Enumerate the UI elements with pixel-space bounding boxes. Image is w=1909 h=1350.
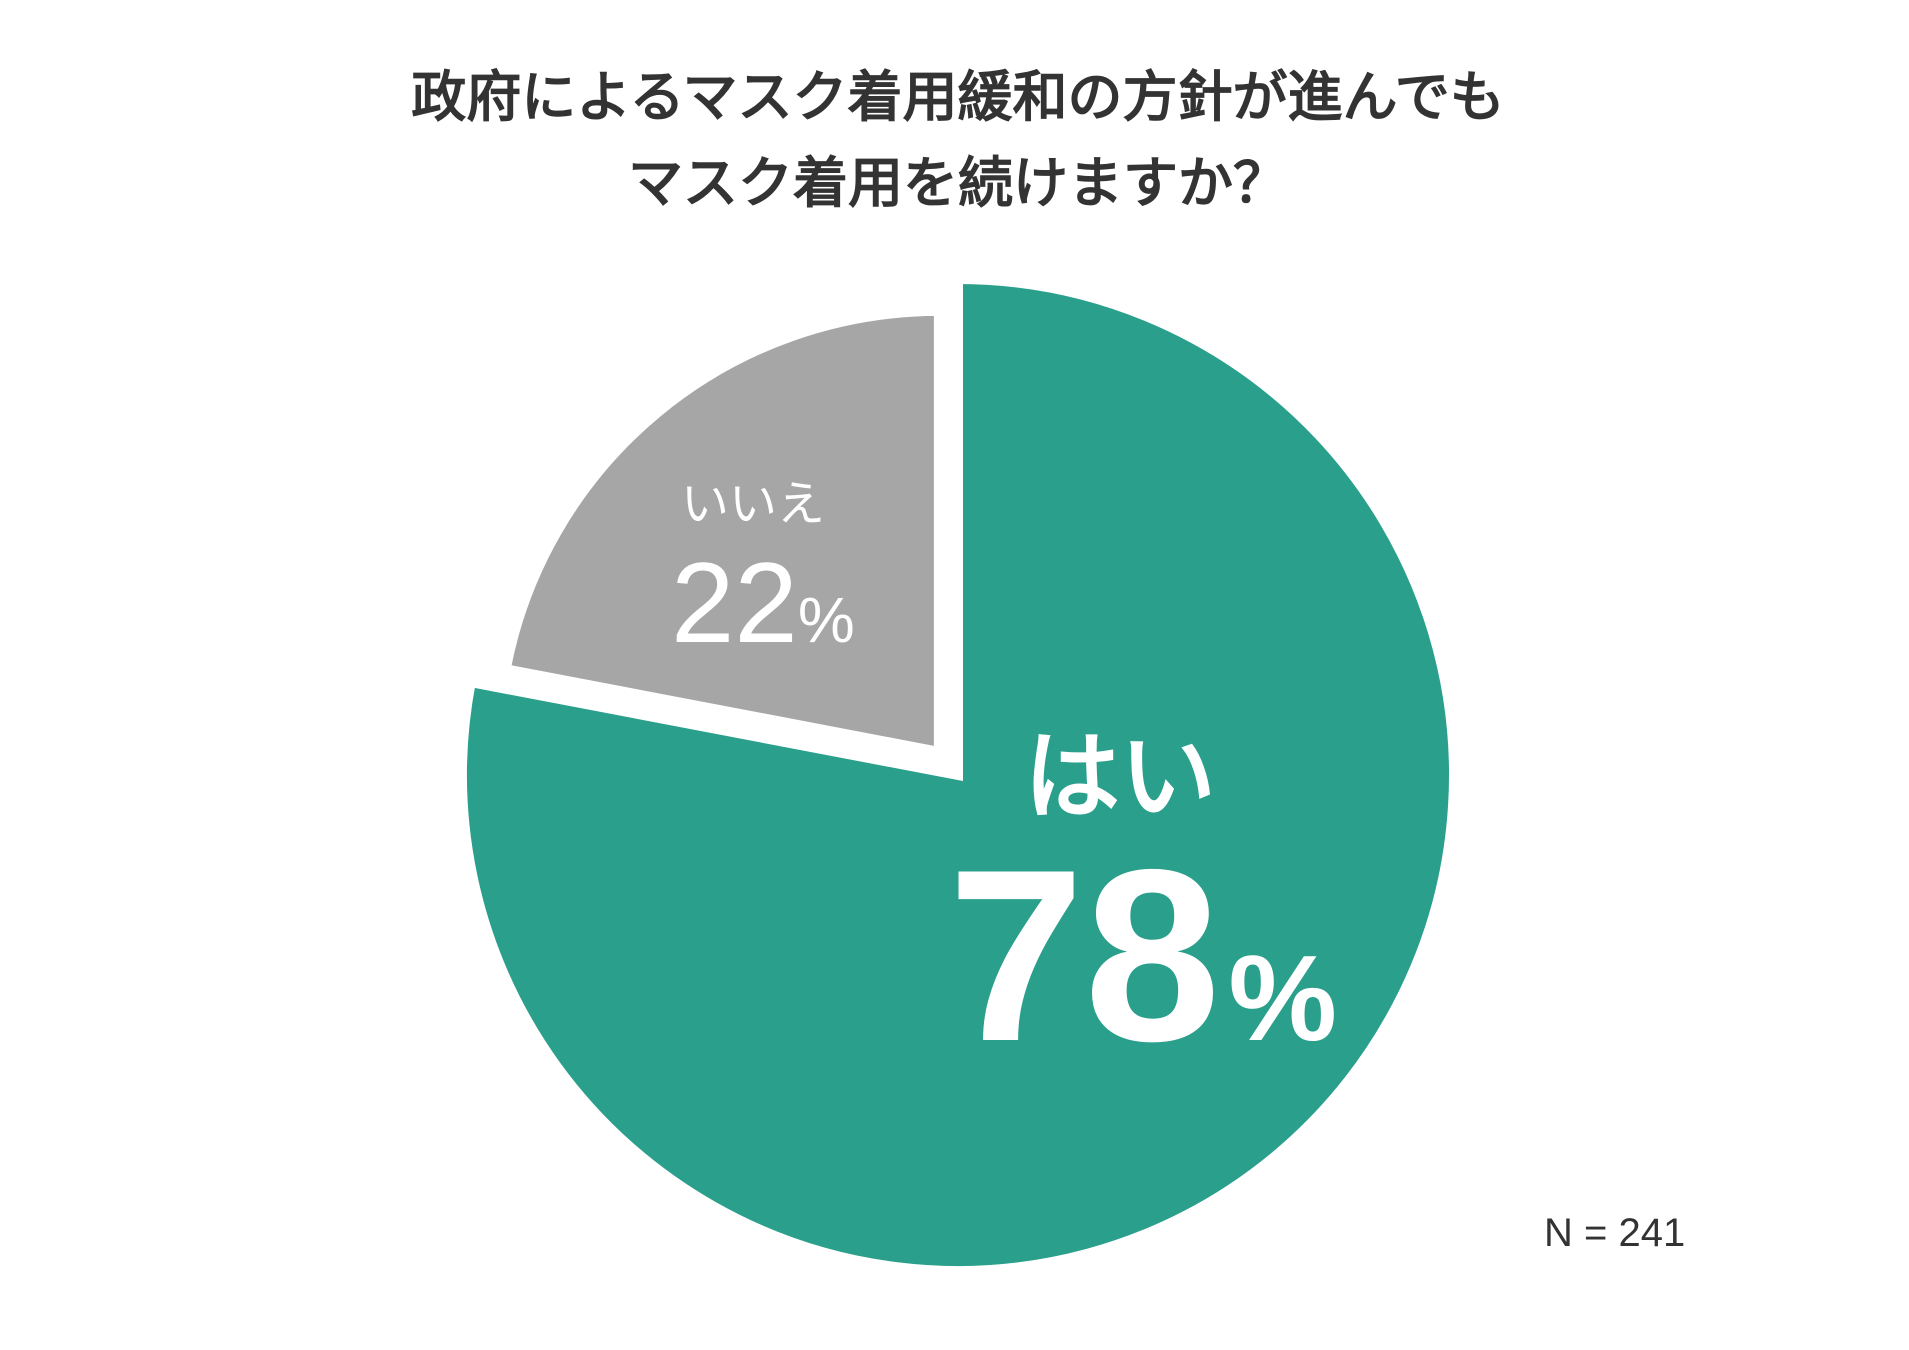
- slice-label-yes: はい: [1024, 724, 1216, 831]
- pie-slice-no: [499, 305, 944, 758]
- slice-value-no-unit: %: [798, 584, 855, 656]
- chart-title-line-1: 政府によるマスク着用緩和の方針が進んでも: [411, 65, 1504, 129]
- slice-value-no: 22%: [671, 540, 855, 667]
- slice-value-yes-number: 78: [948, 818, 1221, 1092]
- sample-size-note: N = 241: [1544, 1211, 1685, 1255]
- pie-slices: [457, 273, 1459, 1276]
- slice-value-no-number: 22: [671, 540, 798, 667]
- chart-title-line-2: マスク着用を続けますか？: [628, 151, 1288, 215]
- slice-value-yes-unit: %: [1229, 930, 1337, 1066]
- pie-slice-yes: [457, 273, 1459, 1276]
- slice-value-yes: 78%: [948, 818, 1337, 1092]
- slice-label-no: いいえ: [681, 476, 825, 532]
